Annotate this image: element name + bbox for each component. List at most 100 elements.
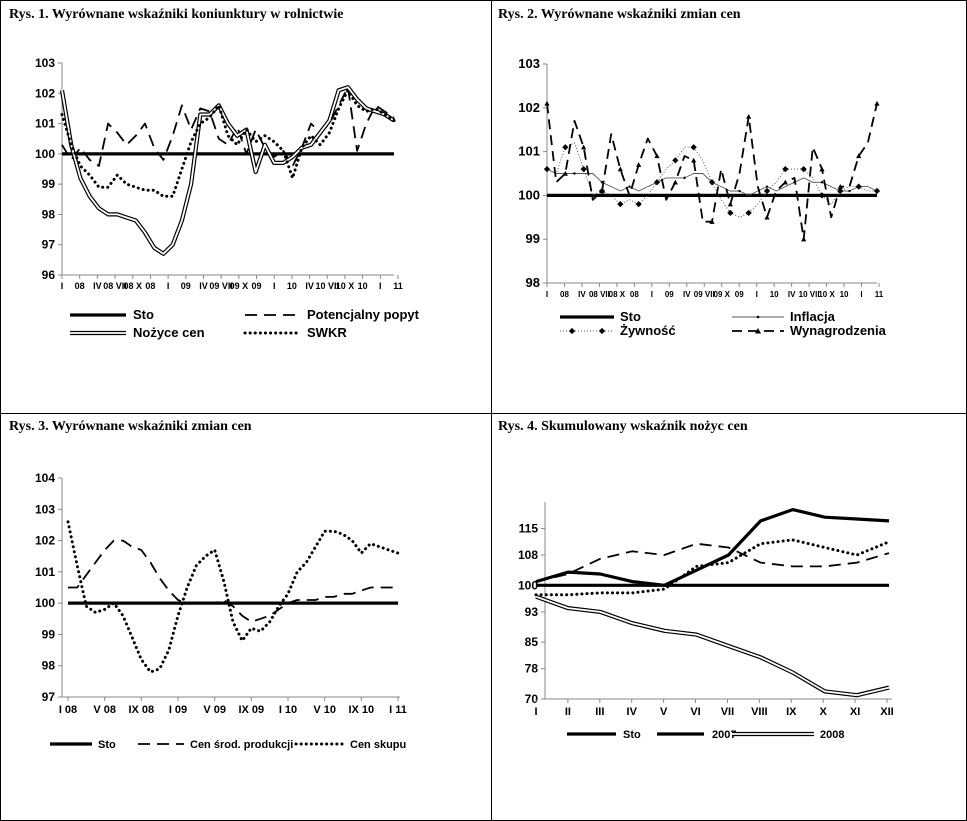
undefined-y-tick-label: 103	[35, 502, 55, 516]
undefined-x-tick-label: 10 X	[818, 290, 835, 299]
undefined-y-tick-label: 97	[42, 690, 56, 704]
undefined-zywnosc-point	[745, 209, 752, 217]
undefined-inflacja-point	[683, 176, 686, 180]
undefined-wynagrodzenia-point	[801, 236, 807, 242]
undefined-y-tick-label: 98	[42, 207, 56, 221]
undefined-wynagrodzenia-point	[764, 214, 770, 220]
undefined-zywnosc-point	[855, 183, 862, 190]
undefined-x-tick-label: IX 08	[128, 704, 154, 716]
undefined-y-tick-label: 98	[42, 659, 56, 673]
undefined-x-tick-label: IX 10	[348, 704, 374, 716]
undefined-zywnosc-point	[873, 187, 881, 195]
undefined-y-tick-label: 96	[42, 268, 56, 282]
undefined-y-tick-label: 100	[518, 187, 540, 202]
undefined-legend-label: Sto	[623, 729, 641, 741]
undefined-series-line	[535, 542, 890, 583]
undefined-x-tick-label: I	[546, 290, 548, 299]
undefined-x-tick-label: 08 VII	[103, 281, 127, 291]
undefined-x-tick-label: IV	[788, 290, 796, 299]
undefined-x-tick-label: I	[167, 281, 170, 291]
undefined-wynagrodzenia-line	[546, 103, 878, 241]
undefined-x-tick-label: IV	[93, 281, 102, 291]
undefined-y-tick-label: 70	[525, 692, 539, 706]
vertical-divider	[491, 0, 492, 821]
undefined-inflacja-point	[848, 189, 851, 193]
undefined-wynagrodzenia-point	[874, 100, 880, 106]
undefined-wynagrodzenia-point	[727, 201, 733, 207]
undefined-x-tick-label: 10 VII	[799, 290, 820, 299]
undefined-series-line	[534, 538, 891, 597]
undefined-x-tick-label: I 11	[389, 704, 407, 716]
undefined-x-tick-label: 11	[875, 290, 884, 299]
undefined-legend-label: 2008	[820, 729, 844, 741]
undefined-zywnosc-point	[617, 201, 624, 208]
undefined-x-tick-label: 08 X	[609, 290, 626, 299]
undefined-y-tick-label: 99	[526, 231, 540, 246]
undefined-zywnosc-point	[562, 144, 569, 151]
undefined-y-tick-label: 101	[35, 117, 55, 131]
undefined-x-tick-label: IV	[683, 290, 691, 299]
undefined-legend-label: SWKR	[307, 325, 347, 340]
undefined-cen-środ-produkcji-line	[68, 539, 398, 623]
chart-4-title: Rys. 4. Skumulowany wskaźnik nożyc cen	[498, 419, 748, 434]
undefined-wynagrodzenia-point	[562, 170, 568, 176]
undefined-legend-sample-marker	[755, 328, 761, 334]
undefined-x-tick-label: I	[61, 281, 64, 291]
undefined-x-tick-label: 10	[287, 281, 297, 291]
undefined-y-tick-label: 102	[35, 534, 55, 548]
undefined-x-tick-label: III	[595, 706, 604, 718]
undefined-x-tick-label: I	[534, 706, 537, 718]
undefined-x-tick-label: I	[756, 290, 758, 299]
undefined-x-tick-label: I	[651, 290, 653, 299]
undefined-x-tick-label: 09 X	[230, 281, 249, 291]
undefined-inflacja-point	[573, 172, 576, 175]
undefined-x-tick-label: 08 X	[123, 281, 142, 291]
undefined-wynagrodzenia-point	[672, 179, 678, 185]
undefined-x-tick-label: IV	[627, 706, 638, 718]
undefined-x-tick-label: I	[860, 290, 862, 299]
undefined-x-tick-label: I 10	[279, 704, 297, 716]
chart-3: 97 98 99 100 101 102 103 104 I 08 V 08 IX 08 I 09 V …	[35, 471, 407, 751]
undefined-x-tick-label: II	[565, 706, 571, 718]
undefined-x-tick-label: IV	[199, 281, 208, 291]
undefined-legend-sample-marker	[756, 315, 760, 319]
undefined-2008-line	[535, 594, 890, 698]
undefined-y-tick-label: 108	[518, 548, 538, 562]
undefined-zywnosc-point	[580, 166, 587, 173]
undefined-wynagrodzenia-point	[654, 153, 660, 159]
undefined-x-tick-label: VI	[690, 706, 700, 718]
undefined-x-tick-label: IX 09	[238, 704, 264, 716]
undefined-x-tick-label: 09	[252, 281, 262, 291]
horizontal-divider	[0, 413, 967, 414]
undefined-legend-label: Żywność	[620, 323, 676, 338]
undefined-zywnosc-point	[653, 179, 661, 186]
undefined-inflacja-point	[820, 181, 824, 184]
undefined-y-tick-label: 99	[42, 627, 56, 641]
undefined-x-tick-label: 09 VII	[694, 290, 715, 299]
undefined-wynagrodzenia-point	[599, 188, 605, 194]
undefined-y-tick-label: 100	[35, 147, 55, 161]
undefined-zywnosc-point	[543, 166, 551, 173]
undefined-wynagrodzenia-point	[819, 166, 825, 172]
undefined-x-tick-label: VII	[721, 706, 734, 718]
undefined-potencjalny-popyt-line	[61, 86, 395, 167]
undefined-x-tick-label: 10 X	[336, 281, 355, 291]
undefined-y-tick-label: 99	[42, 177, 56, 191]
undefined-wynagrodzenia-point	[581, 144, 587, 150]
undefined-x-tick-label: 09 X	[714, 290, 731, 299]
undefined-inflacja-point	[628, 185, 631, 188]
undefined-x-tick-label: 09 VII	[209, 281, 233, 291]
undefined-y-tick-label: 104	[35, 471, 55, 485]
undefined-x-tick-label: IV	[578, 290, 586, 299]
undefined-legend-label: Nożyce cen	[133, 325, 205, 340]
undefined-x-tick-label: X	[820, 706, 828, 718]
undefined-nożyce-cen-line-inner	[61, 86, 395, 255]
undefined-legend-label: Sto	[98, 739, 116, 751]
undefined-y-tick-label: 100	[518, 578, 538, 592]
undefined-inflacja-point	[738, 189, 741, 193]
undefined-x-tick-label: I	[379, 281, 382, 291]
undefined-x-tick-label: V 10	[313, 704, 336, 716]
